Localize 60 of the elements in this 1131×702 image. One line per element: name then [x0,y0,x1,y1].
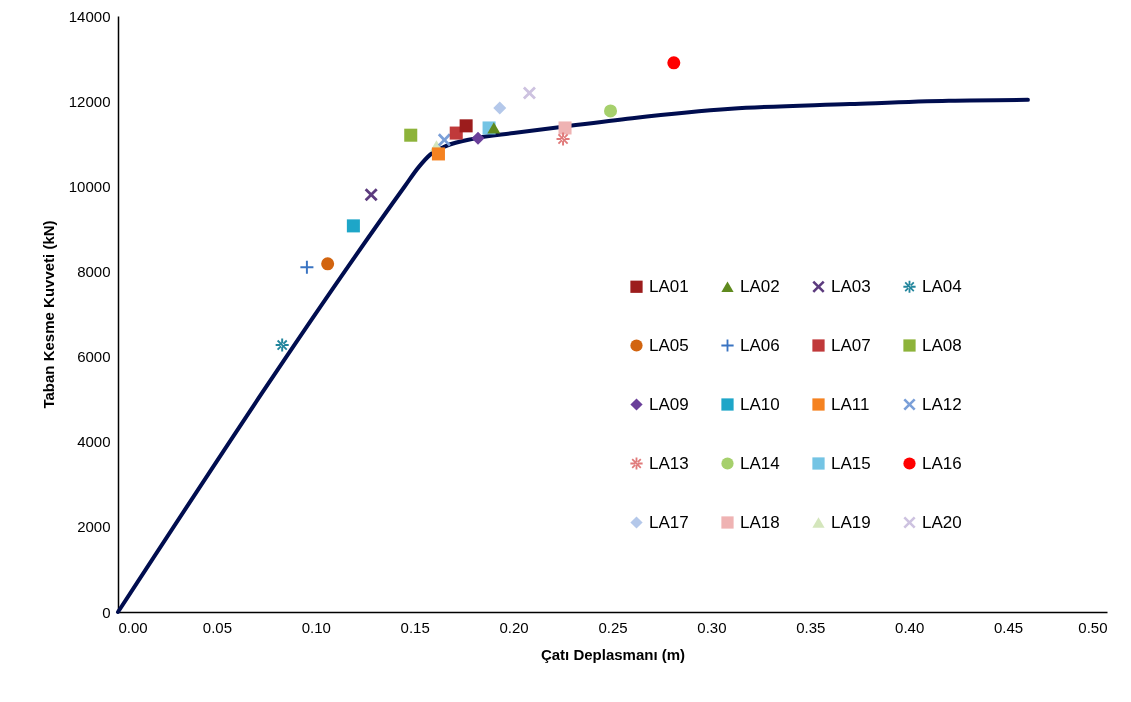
legend-label: LA07 [831,335,871,355]
legend-label: LA20 [922,512,962,532]
y-tick-label: 6000 [77,348,111,366]
legend-label: LA08 [922,335,962,355]
legend-label: LA09 [649,394,689,414]
legend-label: LA17 [649,512,689,532]
point [346,219,360,233]
legend-label: LA13 [649,453,689,473]
legend-label: LA11 [831,394,870,414]
legend-label: LA05 [649,335,689,355]
legend-label: LA10 [740,394,780,414]
line-series [116,97,1030,614]
point [556,132,570,146]
y-tick-label: 2000 [77,518,111,536]
y-tick-label: 10000 [68,177,111,195]
point [449,126,463,140]
x-tick-label: 0.15 [400,618,430,636]
x-tick-label: 0.05 [202,618,232,636]
legend-label: LA01 [649,276,689,296]
y-tick-label: 14000 [68,7,111,25]
point [431,147,445,161]
x-tick-label: 0.35 [796,618,826,636]
legend-label: LA04 [922,276,962,296]
x-axis-title: Çatı Deplasmanı (m) [540,645,686,663]
point [604,104,618,118]
y-tick-label: 0 [102,603,111,621]
x-tick-label: 0.50 [1078,618,1108,636]
legend-label: LA15 [831,453,871,473]
x-tick-label: 0.00 [118,618,148,636]
point [487,122,501,134]
point [493,101,507,115]
legend-label: LA12 [922,394,962,414]
point [459,119,473,133]
y-axis-title: Taban Kesme Kuvveti (kN) [39,220,57,409]
y-tick-label: 8000 [77,262,111,280]
legend-label: LA18 [740,512,780,532]
y-tick-label: 12000 [68,92,111,110]
point [437,133,451,147]
legend-label: LA03 [831,276,871,296]
y-tick-label: 4000 [77,433,111,451]
point [667,56,681,70]
point [364,188,378,202]
x-tick-label: 0.20 [499,618,529,636]
point [522,86,536,100]
point [471,131,485,145]
legend-label: LA16 [922,453,962,473]
x-tick-label: 0.30 [697,618,727,636]
legend-label: LA14 [740,453,780,473]
point [404,128,418,142]
point [275,338,289,352]
legend-label: LA02 [740,276,780,296]
x-tick-label: 0.10 [301,618,331,636]
x-tick-label: 0.40 [895,618,925,636]
x-tick-label: 0.45 [994,618,1024,636]
point [300,260,314,274]
legend-label: LA19 [831,512,871,532]
legend-label: LA06 [740,335,780,355]
point [321,257,335,271]
x-tick-label: 0.25 [598,618,628,636]
point [558,121,572,135]
